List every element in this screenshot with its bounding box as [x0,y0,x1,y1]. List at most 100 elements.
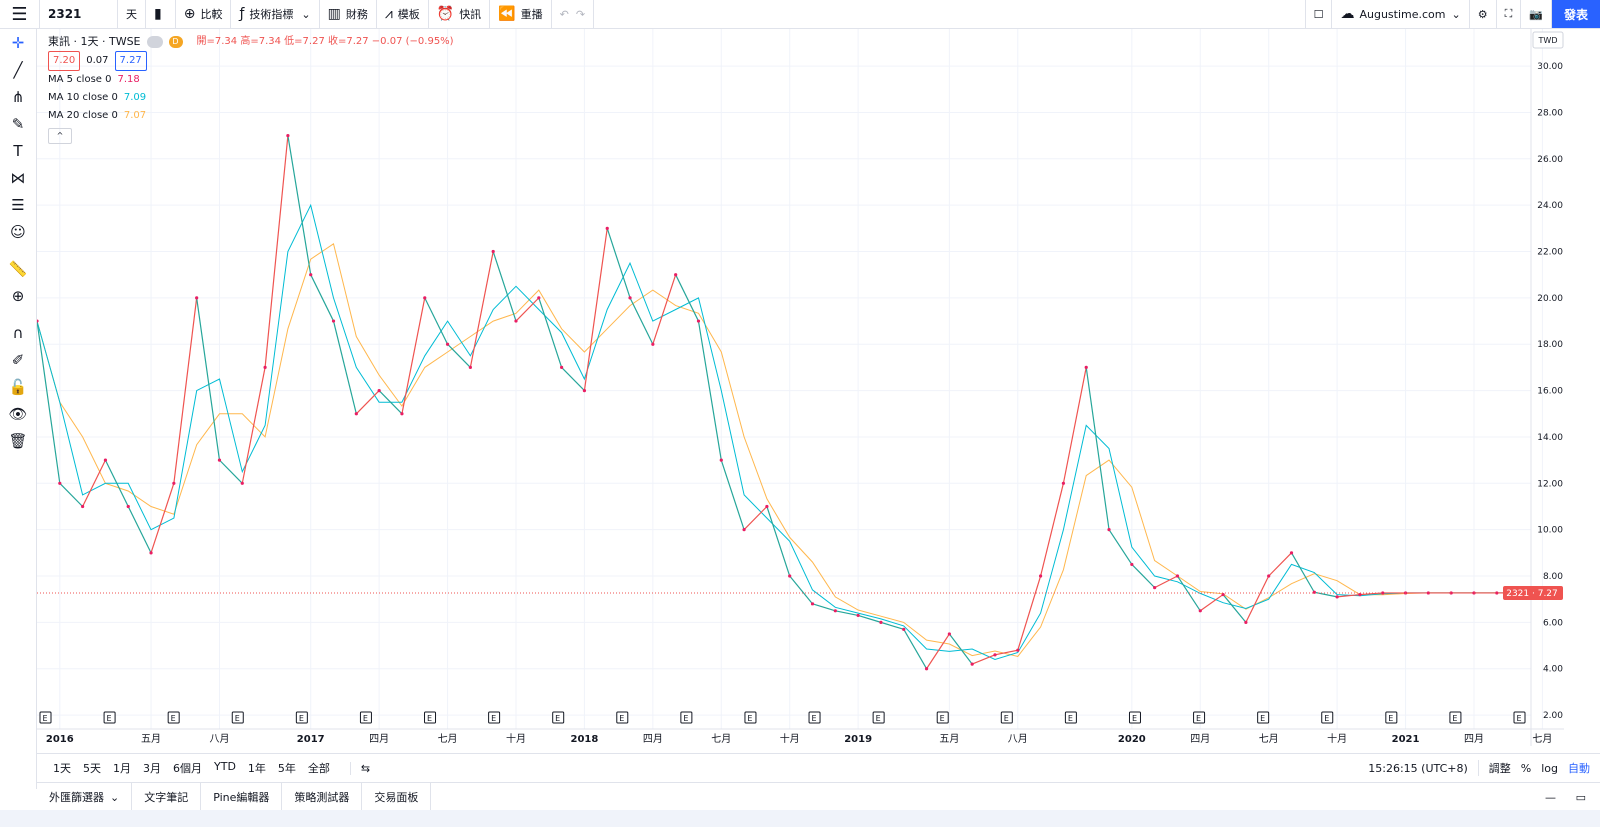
range-button-5天[interactable]: 5天 [83,762,101,775]
lock-icon[interactable]: 🔓 [8,377,28,396]
trendline-icon[interactable]: ╱ [13,60,23,79]
ma10-label[interactable]: MA 10 close 0 [48,92,118,103]
compare-button[interactable]: ⊕ 比較 [176,0,232,28]
undo-icon[interactable]: ↶ [559,7,569,21]
financials-button[interactable]: ▥ 財務 [320,0,377,28]
trash-icon[interactable]: 🗑 [8,431,28,450]
earnings-marker [744,711,757,724]
price-point [81,504,85,509]
minimize-icon[interactable]: — [1545,790,1556,804]
price-segment [219,459,243,484]
tab-pine-editor[interactable]: Pine編輯器 [201,783,283,811]
brush-icon[interactable]: ✎ [11,114,25,133]
earnings-marker-label: E [619,714,624,723]
menu-icon[interactable]: ☰ [0,0,40,28]
price-point [354,412,358,416]
price-point [560,365,564,370]
interval-button[interactable]: 天 [118,0,146,28]
smiley-icon[interactable]: ☺ [10,222,26,241]
pitchfork-icon[interactable]: ⋔ [11,87,25,106]
price-segment [1085,367,1110,530]
replay-button[interactable]: ⏪ 重播 [490,0,552,28]
earnings-marker [680,711,693,724]
earnings-marker [488,711,501,724]
price-segment [652,274,677,345]
earnings-marker-label: E [1324,714,1329,723]
tab-trading-panel[interactable]: 交易面板 [362,783,432,811]
text-icon[interactable]: T [13,141,23,160]
range-button-1月[interactable]: 1月 [113,762,131,775]
chevron-down-icon: ⌄ [1451,7,1461,21]
account-button[interactable]: ☁ Augustime.com ⌄ [1332,0,1470,28]
goto-date-icon[interactable]: ⇆ [349,761,370,775]
earnings-marker-label: E [363,714,368,723]
visibility-pill[interactable] [146,36,163,48]
crosshair-icon[interactable]: ✛ [11,33,25,52]
zoom-in-icon[interactable]: ⊕ [11,286,25,305]
log-toggle[interactable]: log [1541,761,1558,775]
price-segment [1268,552,1292,577]
snapshot-button[interactable]: 📷 [1521,0,1552,28]
eye-icon[interactable]: 👁 [8,404,28,423]
range-button-1年[interactable]: 1年 [247,762,266,775]
ruler-icon[interactable]: 📏 [8,259,28,278]
alerts-button[interactable]: ⏰ 快訊 [429,0,491,28]
spread-value: 0.07 [86,55,109,66]
tab-notes[interactable]: 文字筆記 [132,783,202,811]
price-point [103,458,108,462]
publish-button[interactable]: 發表 [1552,0,1600,28]
price-segment [150,483,175,554]
price-segment [1131,564,1156,589]
bid-price[interactable]: 7.20 [48,51,81,71]
range-button-5年[interactable]: 5年 [277,762,296,775]
maximize-icon[interactable]: ▭ [1575,790,1586,804]
layout-button[interactable]: ☐ [1304,0,1333,28]
x-tick-label: 七月 [438,733,458,745]
compare-label: 比較 [200,8,223,21]
series-title[interactable]: 東訊 · 1天 · TWSE [48,35,141,48]
price-segment [880,621,904,630]
templates-button[interactable]: ⩘ 模板 [377,0,429,28]
range-button-6個月[interactable]: 6個月 [173,762,202,775]
tab-strategy-tester[interactable]: 策略測試器 [282,783,363,811]
price-point [833,609,837,613]
tab-screener[interactable]: 外匯篩選器 ⌄ [37,783,133,811]
price-point [126,504,130,509]
range-button-1天[interactable]: 1天 [53,762,71,775]
percent-toggle[interactable]: % [1520,761,1532,775]
auto-toggle[interactable]: 自動 [1568,762,1590,775]
adjust-toggle[interactable]: 調整 [1488,762,1511,775]
chart-type-button[interactable]: ▮ [146,0,176,28]
price-segment [697,320,722,461]
earnings-marker-label: E [171,714,176,723]
currency-box [1532,31,1564,49]
ask-price[interactable]: 7.27 [114,51,147,71]
price-segment [789,575,813,605]
price-segment [629,297,654,345]
range-button-3月[interactable]: 3月 [143,762,161,775]
x-tick-label: 四月 [369,733,389,745]
settings-button[interactable]: ⚙ [1470,0,1497,28]
symbol-search[interactable]: 2321 [40,0,118,28]
price-chart[interactable]: 2.00 4.00 6.00 8.00 10.00 12.00 14.00 16.00 18.0… [37,29,1564,746]
stay-drawing-icon[interactable]: ✐ [11,350,25,369]
earnings-marker [1193,711,1206,724]
pattern-icon[interactable]: ⋈ [10,168,26,187]
collapse-legend-button[interactable]: ^ [48,128,72,144]
earnings-marker [1257,711,1270,724]
prediction-icon[interactable]: ☰ [11,195,25,214]
indicators-button[interactable]: ƒ 技術指標 ⌄ [231,0,320,28]
redo-icon[interactable]: ↷ [575,7,586,21]
clock[interactable]: 15:26:15 (UTC+8) [1368,761,1468,775]
ma5-label[interactable]: MA 5 close 0 [48,74,112,85]
ma20-label[interactable]: MA 20 close 0 [48,110,118,121]
undo-redo[interactable]: ↶ ↷ [552,0,595,28]
price-segment [196,297,221,461]
price-point [468,365,472,370]
magnet-icon[interactable]: ∩ [12,323,24,342]
range-button-全部[interactable]: 全部 [307,762,330,775]
x-tick-label: 七月 [711,733,731,745]
fullscreen-button[interactable]: ⛶ [1497,0,1522,28]
y-tick-label: 12.00 [1537,479,1563,489]
range-button-YTD[interactable]: YTD [214,760,236,773]
